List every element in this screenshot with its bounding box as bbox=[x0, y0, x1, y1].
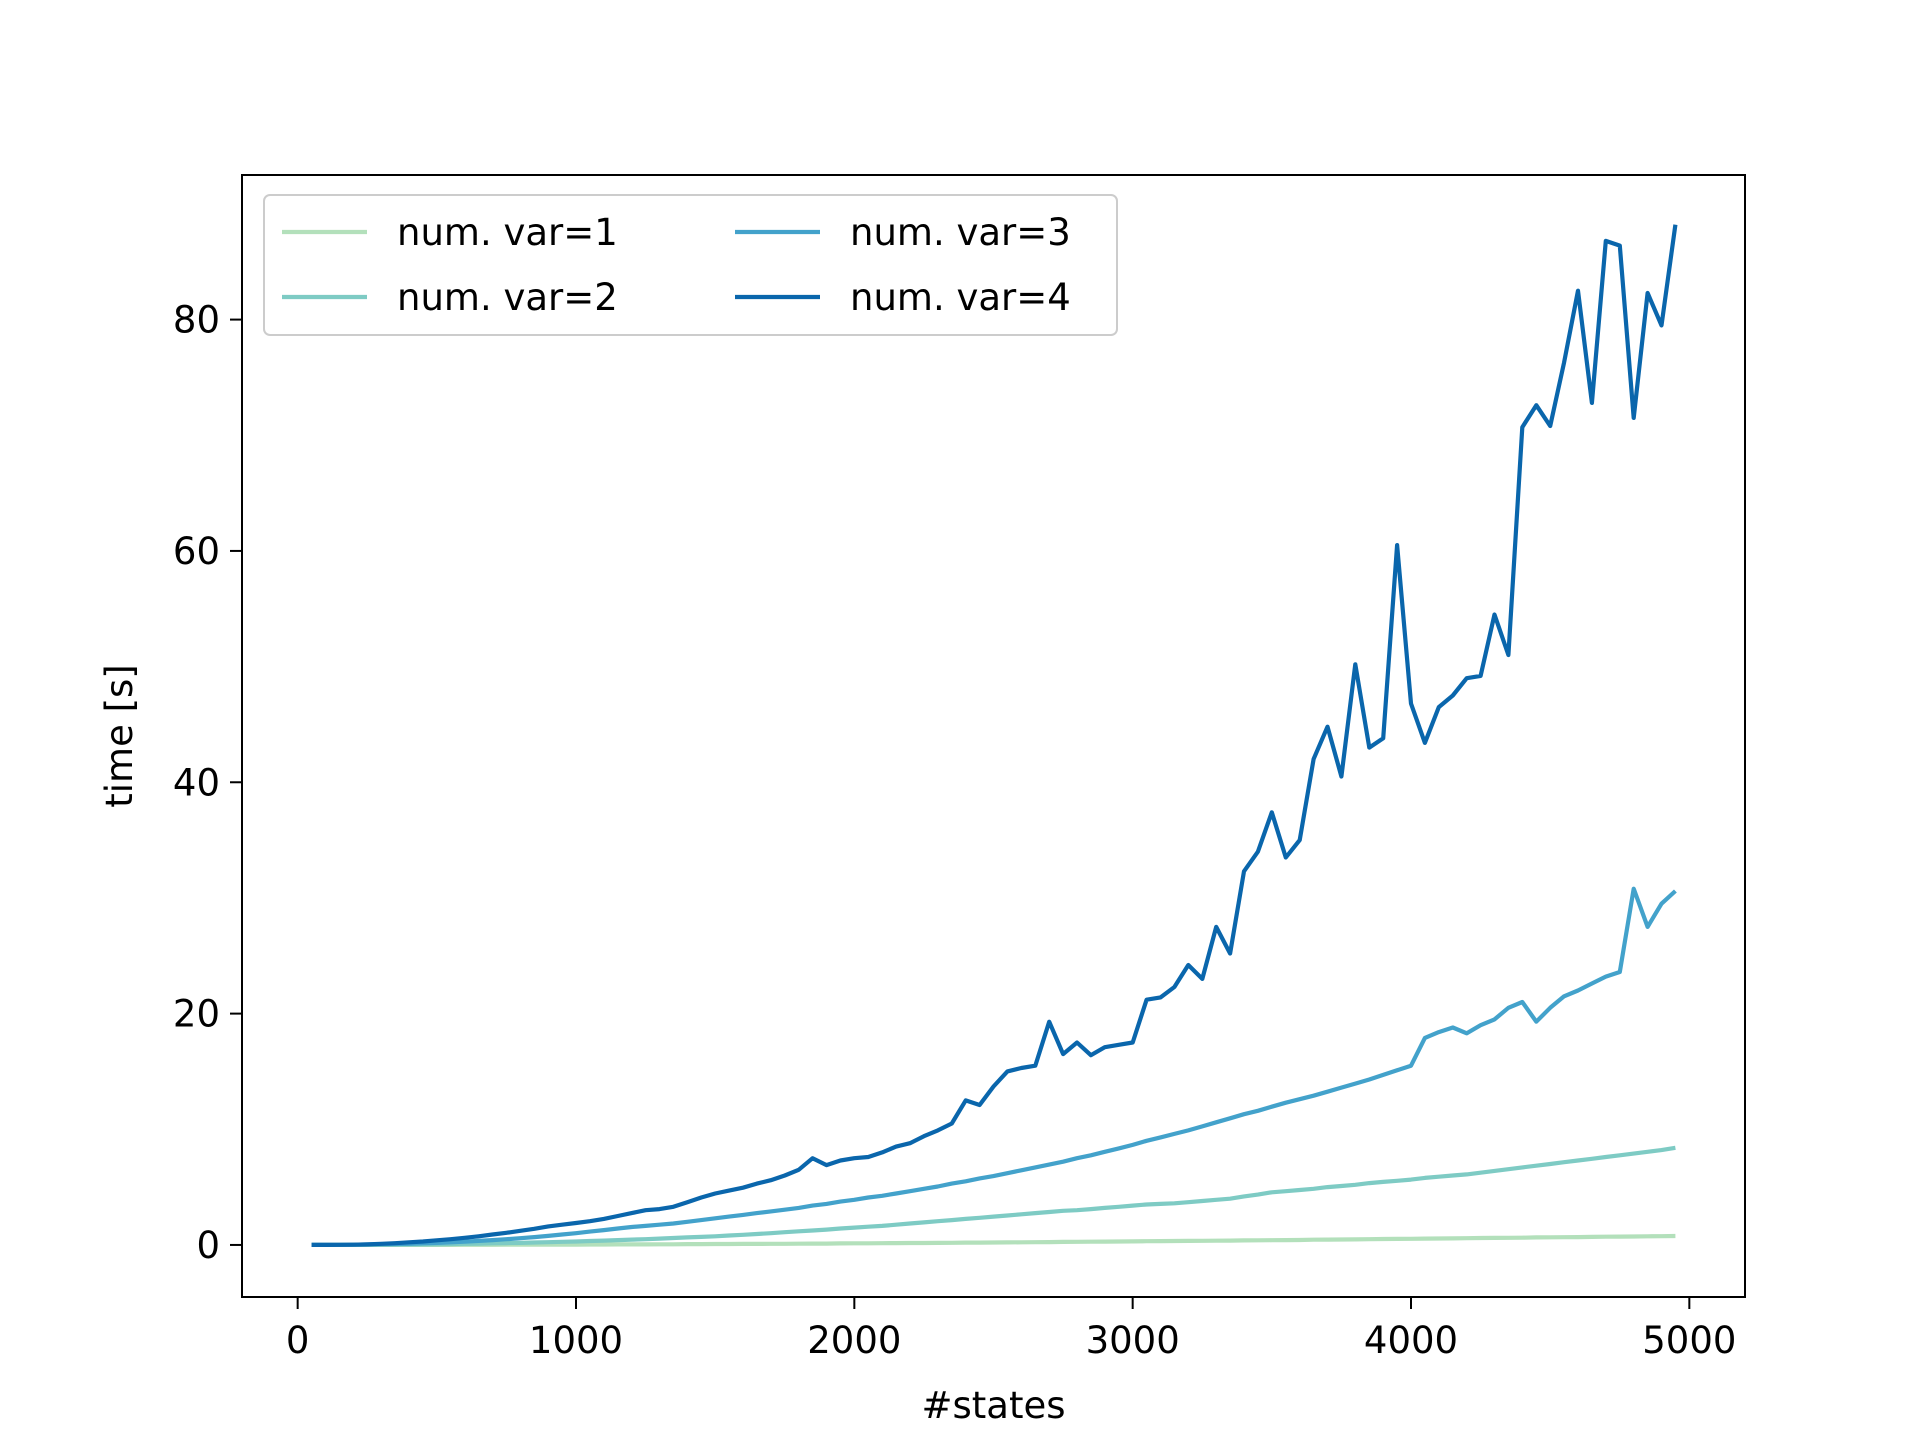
x-tick-label: 2000 bbox=[807, 1319, 901, 1362]
series-line-2 bbox=[311, 1145, 1676, 1248]
legend-label-4: num. var=4 bbox=[850, 276, 1071, 319]
y-tick-label: 60 bbox=[173, 530, 220, 573]
legend-label-2: num. var=2 bbox=[397, 276, 618, 319]
legend-label-1: num. var=1 bbox=[397, 211, 618, 254]
legend-label-3: num. var=3 bbox=[850, 211, 1071, 254]
y-tick-label: 0 bbox=[196, 1224, 220, 1267]
x-axis-label: #states bbox=[921, 1384, 1065, 1427]
y-tick-label: 40 bbox=[173, 761, 220, 804]
x-tick-label: 5000 bbox=[1642, 1319, 1736, 1362]
series-line-3 bbox=[311, 886, 1677, 1248]
y-axis-label: time [s] bbox=[98, 664, 141, 808]
x-tick-label: 4000 bbox=[1364, 1319, 1458, 1362]
x-tick-label: 0 bbox=[286, 1319, 310, 1362]
series-line-1 bbox=[311, 1233, 1676, 1248]
y-tick-label: 80 bbox=[173, 299, 220, 342]
x-tick-label: 1000 bbox=[529, 1319, 623, 1362]
plot-area bbox=[241, 174, 1746, 1298]
legend-frame bbox=[263, 194, 1118, 336]
series-layer bbox=[311, 224, 1678, 1248]
series-line-4 bbox=[311, 224, 1678, 1248]
y-tick-label: 20 bbox=[173, 993, 220, 1036]
legend: num. var=1 num. var=2 num. var=3 num. var=4 bbox=[263, 194, 1118, 336]
axes-layer: 0 1000 2000 3000 4000 5000 0 20 40 60 80 bbox=[173, 299, 1737, 1362]
x-tick-label: 3000 bbox=[1086, 1319, 1180, 1362]
